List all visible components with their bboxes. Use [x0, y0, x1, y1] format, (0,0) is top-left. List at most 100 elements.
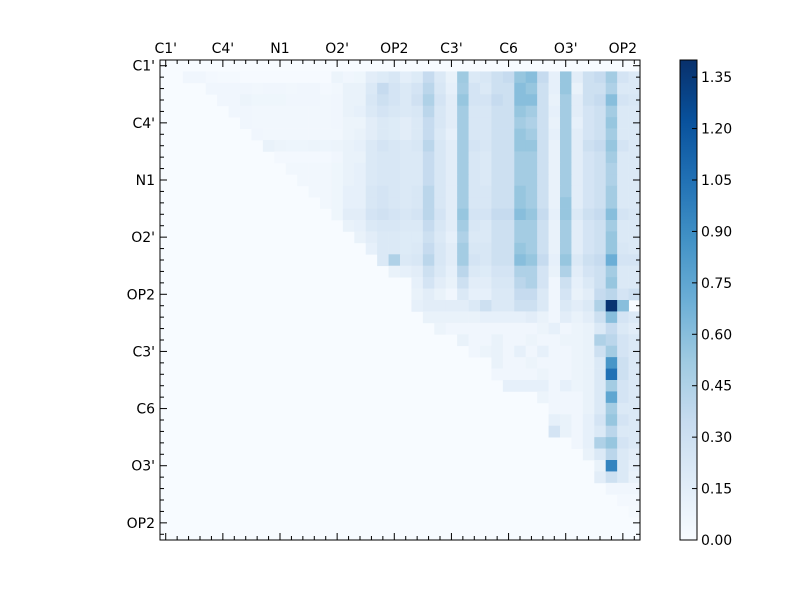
heatmap-cell [525, 334, 538, 347]
heatmap-cell [228, 94, 241, 107]
heatmap-cell [537, 82, 549, 95]
heatmap-cell [628, 185, 641, 198]
heatmap-cell [422, 174, 435, 187]
heatmap-cell [445, 322, 458, 335]
heatmap-cell [354, 71, 367, 84]
heatmap-cell [331, 94, 344, 107]
heatmap-cell [571, 231, 584, 244]
heatmap-cell [434, 220, 447, 232]
heatmap-cell [491, 277, 504, 289]
heatmap-cell [365, 128, 378, 141]
heatmap-cell [594, 380, 607, 392]
heatmap-cell [434, 82, 447, 95]
heatmap-cell [308, 82, 321, 95]
heatmap-cell [537, 208, 549, 221]
heatmap-cell [594, 208, 607, 221]
heatmap-cell [388, 105, 401, 118]
heatmap-cell [434, 322, 447, 335]
heatmap-cell [571, 140, 584, 152]
heatmap-cell [525, 277, 538, 289]
heatmap-cell [605, 197, 618, 209]
heatmap-cell [217, 82, 229, 95]
heatmap-cell [480, 151, 492, 164]
heatmap-cell [514, 231, 527, 244]
heatmap-cell [377, 220, 389, 232]
heatmap-cell [365, 162, 378, 175]
heatmap-cell [502, 151, 515, 164]
heatmap-cell [400, 231, 412, 244]
heatmap-cell [605, 311, 618, 324]
heatmap-cell [560, 300, 572, 312]
heatmap-cell [400, 185, 412, 198]
heatmap-cell [297, 82, 309, 95]
heatmap-cell [582, 265, 595, 278]
heatmap-cell [491, 117, 504, 129]
heatmap-cell [240, 94, 252, 107]
heatmap-cell [468, 197, 481, 209]
heatmap-cell [548, 82, 561, 95]
heatmap-cell [320, 128, 332, 141]
heatmap-cell [571, 94, 584, 107]
heatmap-cell [411, 288, 424, 301]
heatmap-cell [422, 300, 435, 312]
heatmap-cell [297, 71, 309, 84]
plot-frame [159, 59, 641, 541]
heatmap-cell [457, 220, 469, 232]
heatmap-cell [571, 345, 584, 358]
heatmap-cell [548, 402, 561, 415]
heatmap-cell [400, 254, 412, 267]
colorbar-tick-label: 1.20 [701, 122, 732, 138]
heatmap-cell [445, 82, 458, 95]
heatmap-cell [388, 128, 401, 141]
heatmap-cell [262, 117, 275, 129]
y-axis-ticks: C1' C4' N1 O2' OP2 C3' C6 O3' OP2 [127, 59, 640, 535]
colorbar-ticks: 0.00 0.15 0.30 0.45 0.60 0.75 0.90 1.05 1.20 1.35 [692, 70, 732, 549]
heatmap-cell [342, 105, 355, 118]
heatmap-cell [365, 82, 378, 95]
heatmap-cell [525, 242, 538, 255]
heatmap-cell [594, 402, 607, 415]
heatmap-cell [537, 174, 549, 187]
heatmap-cell [560, 151, 572, 164]
y-tick-label: C3' [132, 344, 155, 360]
heatmap-cell [468, 117, 481, 129]
heatmap-cell [342, 162, 355, 175]
heatmap-cell [354, 82, 367, 95]
heatmap-cell [365, 174, 378, 187]
heatmap-cell [342, 174, 355, 187]
heatmap-cell [274, 117, 287, 129]
heatmap-cell [320, 185, 332, 198]
heatmap-cell [262, 71, 275, 84]
heatmap-cell [308, 71, 321, 84]
heatmap-cell [605, 242, 618, 255]
heatmap-cell [617, 242, 629, 255]
heatmap-cell [617, 94, 629, 107]
heatmap-cell [514, 368, 527, 381]
heatmap-cell [480, 231, 492, 244]
heatmap-cell [605, 162, 618, 175]
heatmap-cell [514, 242, 527, 255]
colorbar-gradient [680, 60, 697, 540]
heatmap-cell [548, 357, 561, 369]
heatmap-cell [457, 300, 469, 312]
heatmap-cell [388, 231, 401, 244]
heatmap-cell [457, 185, 469, 198]
heatmap-cell [480, 140, 492, 152]
heatmap-cell [594, 357, 607, 369]
heatmap-cell [354, 128, 367, 141]
heatmap-cell [308, 140, 321, 152]
heatmap-cell [605, 277, 618, 289]
heatmap-cell [582, 197, 595, 209]
heatmap-cell [502, 334, 515, 347]
heatmap-cell [491, 265, 504, 278]
heatmap-cell [480, 311, 492, 324]
heatmap-cell [251, 128, 264, 141]
heatmap-cell [480, 128, 492, 141]
heatmap-cell [377, 254, 389, 267]
heatmap-cell [571, 128, 584, 141]
heatmap-cell [617, 494, 629, 507]
heatmap-cell [502, 140, 515, 152]
heatmap-cell [434, 71, 447, 84]
heatmap-cell [525, 117, 538, 129]
heatmap-cell [514, 380, 527, 392]
